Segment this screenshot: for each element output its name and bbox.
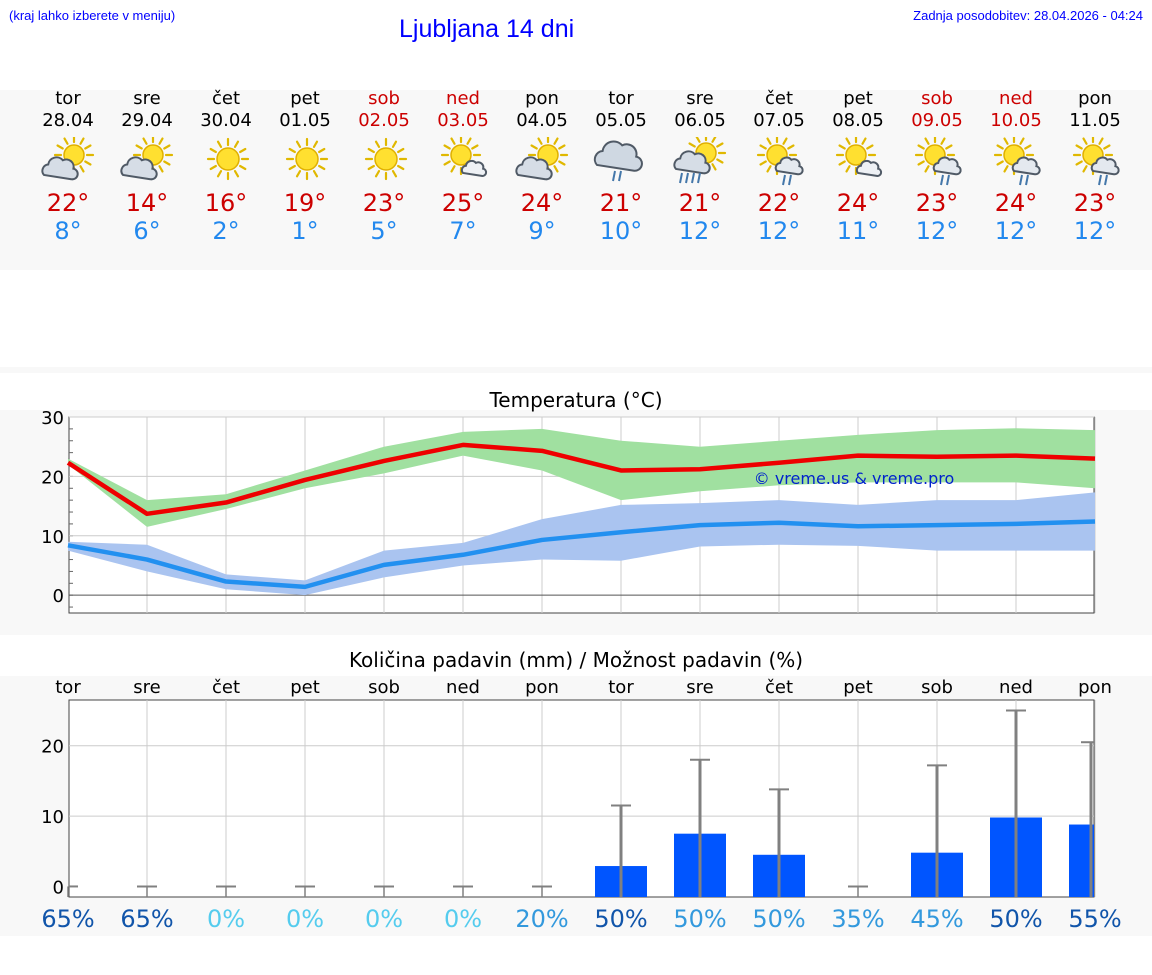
sun-cloud-icon [515,137,569,181]
day-date: 10.05 [990,110,1042,131]
temp-chart-title: Temperatura (°C) [489,388,663,412]
forecast-band [0,90,1152,270]
day-name: ned [999,88,1033,109]
day-date: 01.05 [279,110,331,131]
day-name: pet [843,88,873,109]
sun-cloud-icon [120,137,174,181]
day-name: sob [368,88,400,109]
temp-min: 2° [212,217,240,245]
temp-min: 12° [994,217,1038,245]
temp-max: 16° [204,189,248,217]
day-name: sre [686,88,714,109]
forecast-day: ned 03.05 25° 7° [423,88,503,245]
day-name: čet [764,88,794,109]
day-name: sre [133,88,161,109]
temp-max: 14° [125,189,169,217]
sun-cloud-icon [41,137,95,181]
forecast-day: sre 06.05 21° 12° [660,88,740,245]
sun-cloud-rain-icon [993,137,1041,186]
day-date: 30.04 [200,110,252,131]
temp-min: 6° [133,217,161,245]
sun-cloud-rain-icon [1072,137,1120,186]
temp-max: 23° [1073,189,1117,217]
sun-icon [285,137,329,181]
temp-min: 1° [291,217,319,245]
temp-min: 11° [836,217,880,245]
temp-max: 21° [678,189,722,217]
day-name: tor [608,88,634,109]
sun-cloud-heavy-rain-icon [673,137,727,184]
day-date: 07.05 [753,110,805,131]
sun-small-cloud-icon [440,137,488,177]
forecast-day: tor 05.05 21° 10° [581,88,661,245]
temp-max: 24° [836,189,880,217]
day-name: pon [1078,88,1112,109]
temp-min: 12° [915,217,959,245]
forecast-day: čet 07.05 22° 12° [739,88,819,245]
temp-min: 7° [449,217,477,245]
day-date: 28.04 [42,110,94,131]
last-updated: Zadnja posodobitev: 28.04.2026 - 04:24 [913,8,1143,23]
temp-min: 12° [757,217,801,245]
temp-min: 10° [599,217,643,245]
day-date: 06.05 [674,110,726,131]
forecast-day: pet 01.05 19° 1° [265,88,345,245]
temp-max: 19° [283,189,327,217]
temp-min: 12° [678,217,722,245]
day-name: čet [211,88,241,109]
temp-max: 21° [599,189,643,217]
forecast-day: pon 11.05 23° 12° [1055,88,1135,245]
forecast-day: pet 08.05 24° 11° [818,88,898,245]
menu-hint: (kraj lahko izberete v meniju) [9,8,176,23]
forecast-day: pon 04.05 24° 9° [502,88,582,245]
day-name: tor [55,88,81,109]
temp-min: 12° [1073,217,1117,245]
precip-chart-title: Količina padavin (mm) / Možnost padavin … [348,648,804,672]
temp-max: 25° [441,189,485,217]
day-date: 29.04 [121,110,173,131]
page-title: Ljubljana 14 dni [399,15,575,43]
divider [0,367,1152,373]
forecast-day: sob 09.05 23° 12° [897,88,977,245]
day-name: pon [525,88,559,109]
day-date: 08.05 [832,110,884,131]
sun-cloud-rain-icon [756,137,804,186]
cloud-rain-icon [593,140,643,182]
temp-max: 22° [757,189,801,217]
forecast-day: tor 28.04 22° 8° [28,88,108,245]
sun-icon [206,137,250,181]
day-date: 05.05 [595,110,647,131]
temp-max: 23° [915,189,959,217]
forecast-day: čet 30.04 16° 2° [186,88,266,245]
day-date: 09.05 [911,110,963,131]
day-date: 03.05 [437,110,489,131]
temp-min: 8° [54,217,82,245]
day-name: sob [921,88,953,109]
sun-icon [364,137,408,181]
forecast-day: ned 10.05 24° 12° [976,88,1056,245]
temp-min: 5° [370,217,398,245]
day-date: 11.05 [1069,110,1121,131]
temp-max: 23° [362,189,406,217]
temp-chart-band [0,410,1152,635]
forecast-day: sob 02.05 23° 5° [344,88,424,245]
temp-max: 22° [46,189,90,217]
temp-min: 9° [528,217,556,245]
sun-cloud-rain-icon [914,137,962,186]
temp-max: 24° [994,189,1038,217]
precip-chart-band [0,676,1152,936]
sun-small-cloud-icon [835,137,883,177]
forecast-day: sre 29.04 14° 6° [107,88,187,245]
day-date: 02.05 [358,110,410,131]
day-date: 04.05 [516,110,568,131]
day-name: pet [290,88,320,109]
day-name: ned [446,88,480,109]
temp-max: 24° [520,189,564,217]
